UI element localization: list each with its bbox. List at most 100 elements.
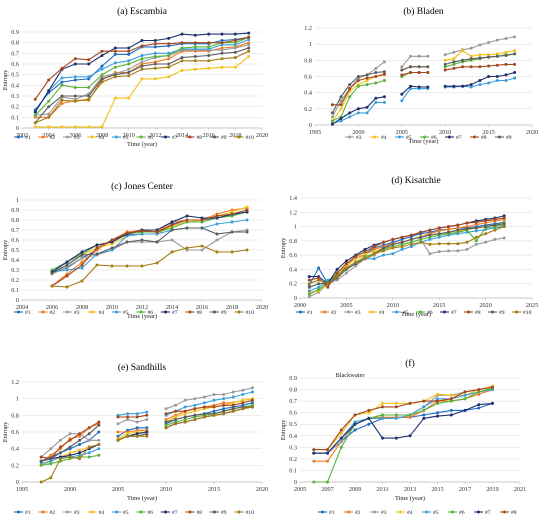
series-line	[165, 398, 253, 423]
data-point	[495, 63, 499, 67]
y-tick-label: 0.5	[289, 421, 297, 428]
data-point	[465, 221, 469, 225]
data-point	[372, 247, 376, 251]
legend-entry: #9	[506, 135, 512, 141]
data-point	[382, 60, 386, 64]
chart-legend: #1 #2 #3 #4 #5 #6 #7 #8 #9 #10	[14, 135, 254, 141]
data-point	[437, 229, 441, 233]
data-point	[100, 49, 104, 53]
data-point	[202, 412, 206, 416]
legend-entry: #4	[381, 135, 387, 141]
y-tick-label: 0.2	[289, 281, 297, 288]
data-point	[49, 457, 53, 461]
data-point	[78, 457, 82, 461]
legend-entry: #1	[307, 310, 313, 316]
data-point	[220, 41, 224, 45]
data-point	[382, 79, 386, 82]
data-point	[153, 55, 157, 58]
x-tick-label: 2006	[46, 304, 58, 311]
x-tick-label: 2010	[387, 302, 399, 309]
chart-panel-d: (d) Kisatchie 0 0.2 0.4 0.6 0.8 1 1.2 1.4 2000 200…	[280, 175, 538, 318]
data-point	[233, 65, 237, 69]
series-line	[309, 224, 505, 295]
data-point	[317, 276, 321, 280]
legend-swatch-dot	[398, 135, 401, 139]
x-tick-label: 2005	[112, 486, 124, 493]
data-point	[400, 73, 404, 77]
data-point	[317, 266, 321, 270]
series-n10	[50, 244, 249, 289]
data-point	[127, 74, 131, 78]
data-point	[222, 397, 226, 401]
data-point	[87, 455, 91, 459]
data-point	[167, 57, 171, 61]
y-tick-label: 0.4	[289, 433, 297, 440]
data-point	[100, 125, 104, 129]
legend-swatch-dot	[425, 510, 428, 514]
legend-swatch-dot	[348, 135, 351, 139]
data-point	[73, 97, 77, 101]
data-point	[409, 65, 412, 69]
data-point	[200, 248, 204, 252]
series-line	[313, 386, 493, 451]
data-point	[183, 398, 187, 402]
data-point	[193, 33, 197, 37]
legend-swatch-dot	[515, 310, 518, 314]
data-point	[363, 250, 367, 254]
data-point	[382, 249, 385, 253]
data-point	[469, 57, 473, 61]
legend-entry: #7	[485, 510, 491, 516]
data-point	[193, 418, 197, 421]
data-point	[484, 240, 488, 244]
chart-legend: #1 #2 #3 #4 #5 #6 #7 #8 #9 #10	[14, 510, 254, 516]
x-tick-label: 2010	[106, 304, 118, 311]
data-point	[231, 403, 235, 407]
y-axis-label: Entropy	[2, 421, 9, 442]
series-n5	[50, 218, 249, 274]
series-n2	[50, 206, 249, 288]
data-point	[513, 35, 517, 39]
data-point	[408, 434, 412, 438]
data-point	[335, 271, 339, 275]
data-point	[155, 261, 159, 265]
y-tick-label: 0.1	[11, 114, 19, 121]
data-point	[73, 57, 77, 61]
data-point	[344, 271, 348, 275]
y-tick-label: 0.2	[11, 277, 19, 284]
data-point	[495, 54, 499, 58]
data-point	[113, 49, 117, 53]
data-point	[100, 77, 104, 81]
data-point	[365, 79, 369, 82]
data-point	[207, 41, 211, 45]
data-point	[391, 237, 395, 241]
data-point	[140, 64, 144, 68]
legend-swatch-dot	[139, 510, 143, 514]
data-point	[495, 52, 499, 56]
data-point	[419, 240, 423, 244]
data-point	[317, 282, 321, 286]
data-point	[247, 49, 251, 53]
series-n8	[33, 35, 251, 101]
data-point	[113, 73, 117, 77]
data-point	[307, 292, 311, 296]
data-point	[477, 406, 481, 410]
data-point	[231, 390, 235, 394]
legend-entry: #3	[74, 510, 80, 516]
legend-entry: #4	[99, 510, 105, 516]
x-tick-label: 2015	[431, 486, 443, 493]
legend-swatch-dot	[115, 310, 118, 314]
data-point	[39, 480, 43, 484]
series-n6	[33, 35, 251, 117]
data-point	[478, 65, 482, 69]
series-n4	[33, 55, 251, 129]
data-point	[417, 54, 421, 58]
data-point	[502, 214, 506, 218]
data-point	[100, 73, 104, 77]
data-point	[436, 401, 439, 405]
data-point	[95, 263, 99, 267]
data-point	[452, 50, 456, 54]
data-point	[126, 412, 130, 416]
data-point	[372, 257, 376, 261]
legend-entry: #7	[451, 310, 457, 316]
data-point	[247, 55, 251, 58]
